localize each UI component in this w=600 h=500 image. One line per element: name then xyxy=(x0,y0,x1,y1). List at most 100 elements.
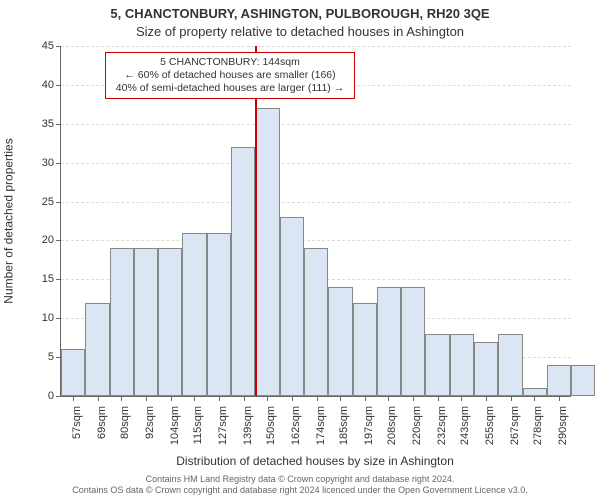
histogram-bar xyxy=(110,248,134,396)
y-axis-label: Number of detached properties xyxy=(2,46,16,396)
y-tick-label: 40 xyxy=(14,80,54,91)
y-tick-mark xyxy=(56,124,61,125)
histogram-bar xyxy=(304,248,328,396)
chart-container: 5, CHANCTONBURY, ASHINGTON, PULBOROUGH, … xyxy=(0,0,600,500)
x-tick-label: 290sqm xyxy=(557,406,569,456)
x-tick-label: 255sqm xyxy=(484,406,496,456)
x-tick-mark xyxy=(267,396,268,401)
x-tick-label: 243sqm xyxy=(459,406,471,456)
histogram-bar xyxy=(377,287,401,396)
x-tick-mark xyxy=(98,396,99,401)
x-tick-mark xyxy=(511,396,512,401)
x-tick-label: 162sqm xyxy=(290,406,302,456)
info-box-line: ← 60% of detached houses are smaller (16… xyxy=(112,69,348,82)
x-tick-label: 127sqm xyxy=(217,406,229,456)
x-axis-label: Distribution of detached houses by size … xyxy=(60,454,570,468)
x-tick-mark xyxy=(121,396,122,401)
x-tick-label: 139sqm xyxy=(242,406,254,456)
histogram-bar xyxy=(182,233,206,396)
gridline xyxy=(61,163,571,164)
y-tick-mark xyxy=(56,279,61,280)
y-tick-mark xyxy=(56,46,61,47)
y-tick-mark xyxy=(56,240,61,241)
histogram-bar xyxy=(207,233,231,396)
x-tick-mark xyxy=(534,396,535,401)
x-tick-mark xyxy=(486,396,487,401)
histogram-bar xyxy=(450,334,474,396)
x-tick-label: 150sqm xyxy=(265,406,277,456)
histogram-bar xyxy=(61,349,85,396)
histogram-bar xyxy=(255,108,279,396)
x-tick-mark xyxy=(438,396,439,401)
x-tick-label: 220sqm xyxy=(411,406,423,456)
y-tick-mark xyxy=(56,318,61,319)
x-tick-label: 278sqm xyxy=(532,406,544,456)
y-tick-label: 15 xyxy=(14,274,54,285)
x-tick-mark xyxy=(413,396,414,401)
x-tick-label: 208sqm xyxy=(386,406,398,456)
y-tick-label: 35 xyxy=(14,119,54,130)
x-tick-mark xyxy=(73,396,74,401)
x-tick-label: 197sqm xyxy=(363,406,375,456)
x-tick-label: 232sqm xyxy=(436,406,448,456)
y-tick-label: 20 xyxy=(14,235,54,246)
property-info-box: 5 CHANCTONBURY: 144sqm← 60% of detached … xyxy=(105,52,355,99)
y-tick-label: 30 xyxy=(14,158,54,169)
chart-footer: Contains HM Land Registry data © Crown c… xyxy=(0,474,600,496)
x-tick-mark xyxy=(244,396,245,401)
x-tick-mark xyxy=(388,396,389,401)
x-tick-mark xyxy=(292,396,293,401)
histogram-bar xyxy=(498,334,522,396)
histogram-bar xyxy=(523,388,547,396)
histogram-bar xyxy=(425,334,449,396)
x-tick-label: 92sqm xyxy=(144,406,156,456)
x-tick-label: 115sqm xyxy=(192,406,204,456)
footer-line: Contains HM Land Registry data © Crown c… xyxy=(0,474,600,485)
gridline xyxy=(61,46,571,47)
y-tick-mark xyxy=(56,396,61,397)
chart-title-main: 5, CHANCTONBURY, ASHINGTON, PULBOROUGH, … xyxy=(0,6,600,21)
x-tick-mark xyxy=(146,396,147,401)
y-tick-label: 10 xyxy=(14,313,54,324)
x-tick-label: 80sqm xyxy=(119,406,131,456)
histogram-bar xyxy=(231,147,255,396)
histogram-bar xyxy=(571,365,595,396)
x-tick-mark xyxy=(171,396,172,401)
histogram-bar xyxy=(547,365,571,396)
histogram-bar xyxy=(401,287,425,396)
chart-title-sub: Size of property relative to detached ho… xyxy=(0,24,600,39)
histogram-bar xyxy=(85,303,109,396)
y-tick-mark xyxy=(56,163,61,164)
x-tick-mark xyxy=(461,396,462,401)
y-tick-label: 5 xyxy=(14,352,54,363)
x-tick-mark xyxy=(317,396,318,401)
histogram-bar xyxy=(280,217,304,396)
x-tick-label: 174sqm xyxy=(315,406,327,456)
gridline xyxy=(61,240,571,241)
histogram-bar xyxy=(328,287,352,396)
histogram-bar xyxy=(134,248,158,396)
x-tick-label: 57sqm xyxy=(71,406,83,456)
x-tick-label: 104sqm xyxy=(169,406,181,456)
histogram-bar xyxy=(474,342,498,396)
y-tick-label: 45 xyxy=(14,41,54,52)
x-tick-mark xyxy=(340,396,341,401)
x-tick-mark xyxy=(219,396,220,401)
x-tick-mark xyxy=(365,396,366,401)
info-box-line: 5 CHANCTONBURY: 144sqm xyxy=(112,56,348,69)
y-tick-label: 25 xyxy=(14,197,54,208)
gridline xyxy=(61,124,571,125)
y-tick-mark xyxy=(56,85,61,86)
info-box-line: 40% of semi-detached houses are larger (… xyxy=(112,82,348,95)
x-tick-label: 267sqm xyxy=(509,406,521,456)
gridline xyxy=(61,202,571,203)
histogram-bar xyxy=(158,248,182,396)
x-tick-label: 69sqm xyxy=(96,406,108,456)
footer-line: Contains OS data © Crown copyright and d… xyxy=(0,485,600,496)
x-tick-mark xyxy=(194,396,195,401)
histogram-bar xyxy=(353,303,377,396)
x-tick-mark xyxy=(559,396,560,401)
x-tick-label: 185sqm xyxy=(338,406,350,456)
y-tick-label: 0 xyxy=(14,391,54,402)
y-tick-mark xyxy=(56,202,61,203)
